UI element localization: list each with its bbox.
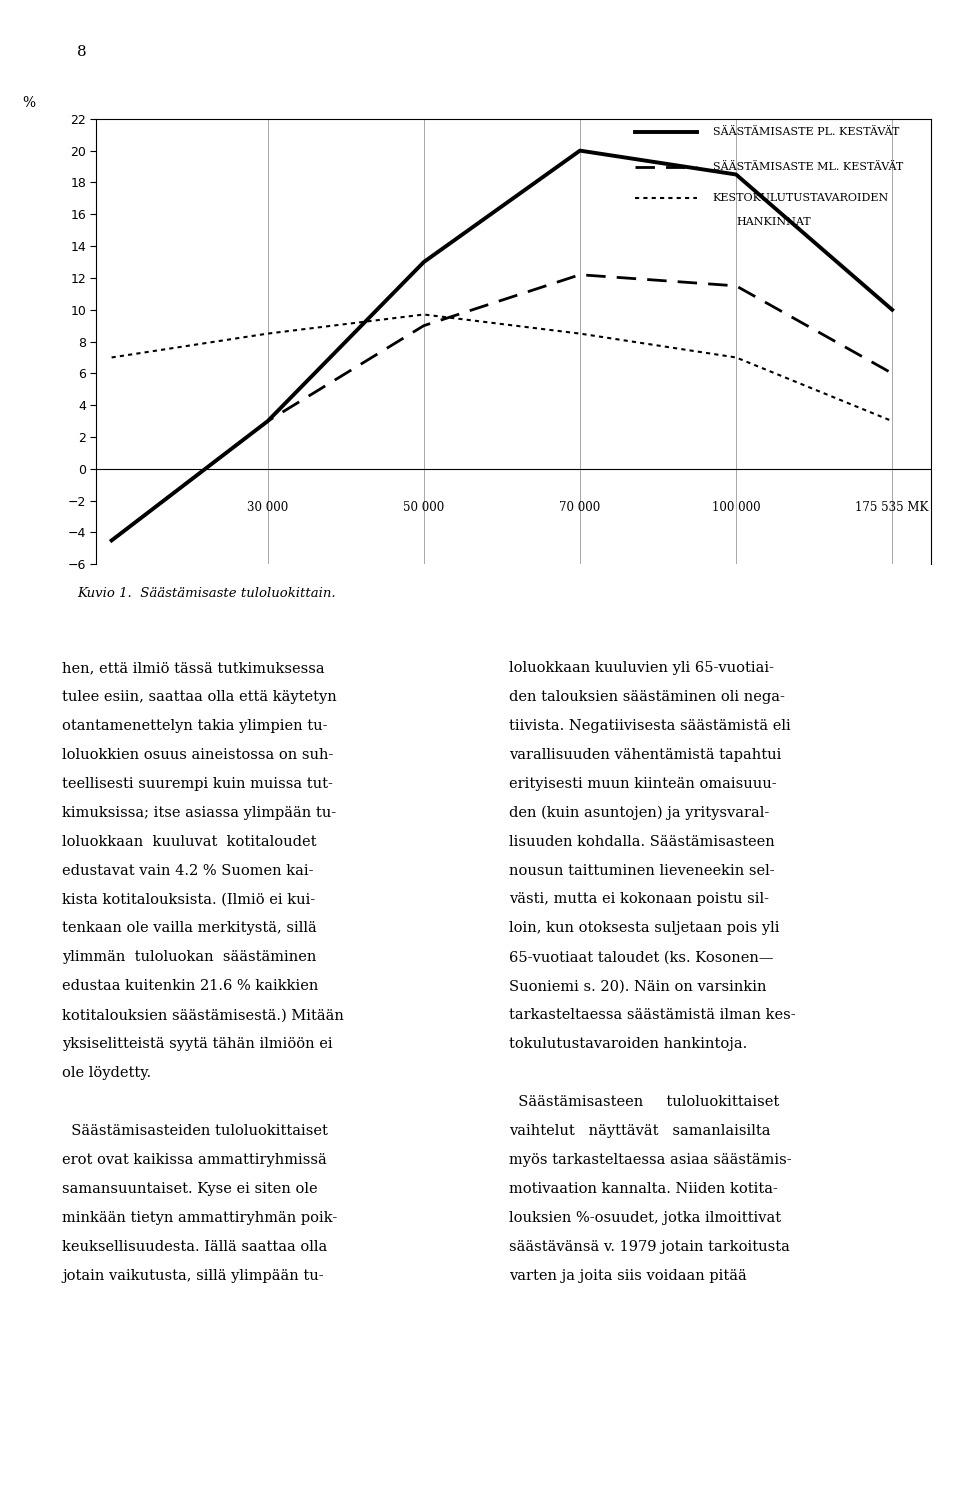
- Text: säästävänsä v. 1979 jotain tarkoitusta: säästävänsä v. 1979 jotain tarkoitusta: [509, 1240, 790, 1253]
- Text: kimuksissa; itse asiassa ylimpään tu-: kimuksissa; itse asiassa ylimpään tu-: [62, 806, 337, 820]
- Text: hen, että ilmiö tässä tutkimuksessa: hen, että ilmiö tässä tutkimuksessa: [62, 661, 325, 674]
- Text: Kuvio 1.  Säästämisaste tuloluokittain.: Kuvio 1. Säästämisaste tuloluokittain.: [77, 587, 335, 600]
- Text: 50 000: 50 000: [403, 500, 444, 514]
- Text: den talouksien säästäminen oli nega-: den talouksien säästäminen oli nega-: [509, 689, 784, 704]
- Text: teellisesti suurempi kuin muissa tut-: teellisesti suurempi kuin muissa tut-: [62, 777, 333, 790]
- Text: loluokkaan kuuluvien yli 65-vuotiai-: loluokkaan kuuluvien yli 65-vuotiai-: [509, 661, 774, 674]
- Text: edustaa kuitenkin 21.6 % kaikkien: edustaa kuitenkin 21.6 % kaikkien: [62, 980, 319, 993]
- Text: loluokkaan  kuuluvat  kotitaloudet: loluokkaan kuuluvat kotitaloudet: [62, 835, 317, 848]
- Text: otantamenettelyn takia ylimpien tu-: otantamenettelyn takia ylimpien tu-: [62, 719, 328, 732]
- Text: Säästämisasteen     tuloluokittaiset: Säästämisasteen tuloluokittaiset: [509, 1096, 780, 1109]
- Text: SÄÄSTÄMISASTE PL. KESTÄVÄT: SÄÄSTÄMISASTE PL. KESTÄVÄT: [712, 126, 899, 137]
- Text: 70 000: 70 000: [560, 500, 601, 514]
- Text: tokulutustavaroiden hankintoja.: tokulutustavaroiden hankintoja.: [509, 1038, 747, 1051]
- Text: 100 000: 100 000: [711, 500, 760, 514]
- Text: 175 535 MK: 175 535 MK: [855, 500, 929, 514]
- Text: HANKINNAT: HANKINNAT: [736, 217, 810, 227]
- Text: lisuuden kohdalla. Säästämisasteen: lisuuden kohdalla. Säästämisasteen: [509, 835, 775, 848]
- Text: 8: 8: [77, 45, 86, 58]
- Text: samansuuntaiset. Kyse ei siten ole: samansuuntaiset. Kyse ei siten ole: [62, 1182, 318, 1195]
- Text: varten ja joita siis voidaan pitää: varten ja joita siis voidaan pitää: [509, 1268, 747, 1283]
- Text: varallisuuden vähentämistä tapahtui: varallisuuden vähentämistä tapahtui: [509, 748, 781, 762]
- Text: 30 000: 30 000: [247, 500, 288, 514]
- Text: ylimmän  tuloluokan  säästäminen: ylimmän tuloluokan säästäminen: [62, 950, 317, 964]
- Text: minkään tietyn ammattiryhmän poik-: minkään tietyn ammattiryhmän poik-: [62, 1212, 338, 1225]
- Text: kista kotitalouksista. (Ilmiö ei kui-: kista kotitalouksista. (Ilmiö ei kui-: [62, 892, 316, 906]
- Text: Suoniemi s. 20). Näin on varsinkin: Suoniemi s. 20). Näin on varsinkin: [509, 980, 766, 993]
- Text: 65-vuotiaat taloudet (ks. Kosonen—: 65-vuotiaat taloudet (ks. Kosonen—: [509, 950, 774, 964]
- Text: erot ovat kaikissa ammattiryhmissä: erot ovat kaikissa ammattiryhmissä: [62, 1154, 327, 1167]
- Text: edustavat vain 4.2 % Suomen kai-: edustavat vain 4.2 % Suomen kai-: [62, 864, 314, 878]
- Text: västi, mutta ei kokonaan poistu sil-: västi, mutta ei kokonaan poistu sil-: [509, 892, 769, 906]
- Text: loluokkien osuus aineistossa on suh-: loluokkien osuus aineistossa on suh-: [62, 748, 334, 762]
- Text: keuksellisuudesta. Iällä saattaa olla: keuksellisuudesta. Iällä saattaa olla: [62, 1240, 327, 1253]
- Text: kotitalouksien säästämisestä.) Mitään: kotitalouksien säästämisestä.) Mitään: [62, 1008, 345, 1022]
- Text: SÄÄSTÄMISASTE ML. KESTÄVÄT: SÄÄSTÄMISASTE ML. KESTÄVÄT: [712, 162, 903, 172]
- Text: %: %: [23, 97, 36, 110]
- Text: myös tarkasteltaessa asiaa säästämis-: myös tarkasteltaessa asiaa säästämis-: [509, 1154, 791, 1167]
- Text: nousun taittuminen lieveneekin sel-: nousun taittuminen lieveneekin sel-: [509, 864, 775, 878]
- Text: erityisesti muun kiinteän omaisuuu-: erityisesti muun kiinteän omaisuuu-: [509, 777, 777, 790]
- Text: vaihtelut   näyttävät   samanlaisilta: vaihtelut näyttävät samanlaisilta: [509, 1124, 770, 1138]
- Text: tarkasteltaessa säästämistä ilman kes-: tarkasteltaessa säästämistä ilman kes-: [509, 1008, 796, 1022]
- Text: tulee esiin, saattaa olla että käytetyn: tulee esiin, saattaa olla että käytetyn: [62, 689, 337, 704]
- Text: tenkaan ole vailla merkitystä, sillä: tenkaan ole vailla merkitystä, sillä: [62, 921, 317, 936]
- Text: yksiselitteistä syytä tähän ilmiöön ei: yksiselitteistä syytä tähän ilmiöön ei: [62, 1038, 333, 1051]
- Text: loin, kun otoksesta suljetaan pois yli: loin, kun otoksesta suljetaan pois yli: [509, 921, 780, 936]
- Text: Säästämisasteiden tuloluokittaiset: Säästämisasteiden tuloluokittaiset: [62, 1124, 328, 1138]
- Text: KESTOKULUTUSTAVAROIDEN: KESTOKULUTUSTAVAROIDEN: [712, 193, 889, 203]
- Text: louksien %-osuudet, jotka ilmoittivat: louksien %-osuudet, jotka ilmoittivat: [509, 1212, 780, 1225]
- Text: tiivista. Negatiivisesta säästämistä eli: tiivista. Negatiivisesta säästämistä eli: [509, 719, 790, 732]
- Text: motivaation kannalta. Niiden kotita-: motivaation kannalta. Niiden kotita-: [509, 1182, 778, 1195]
- Text: jotain vaikutusta, sillä ylimpään tu-: jotain vaikutusta, sillä ylimpään tu-: [62, 1268, 324, 1283]
- Text: ole löydetty.: ole löydetty.: [62, 1066, 152, 1080]
- Text: den (kuin asuntojen) ja yritysvaral-: den (kuin asuntojen) ja yritysvaral-: [509, 806, 769, 820]
